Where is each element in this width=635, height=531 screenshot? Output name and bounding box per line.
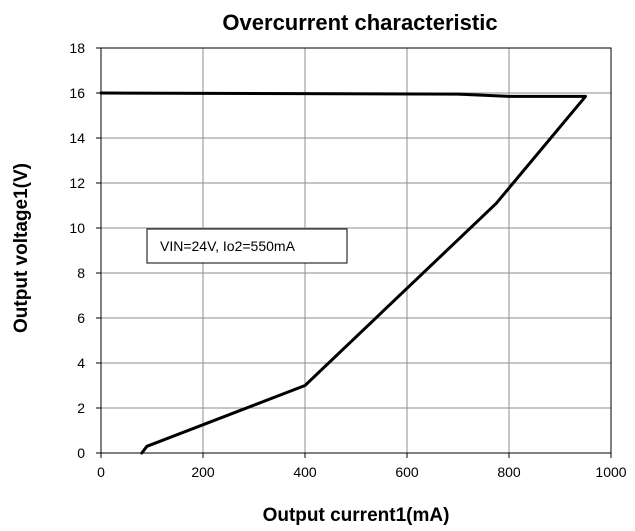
x-tick-label-800: 800: [497, 464, 521, 480]
x-tick-label-400: 400: [293, 464, 317, 480]
y-tick-label-8: 8: [77, 265, 85, 281]
annotation-frame: [146, 228, 348, 264]
y-tick-label-0: 0: [77, 445, 85, 461]
x-tick-label-1000: 1000: [595, 464, 626, 480]
y-tick-label-4: 4: [77, 355, 85, 371]
y-tick-label-16: 16: [69, 85, 85, 101]
plot-frame: [100, 47, 612, 454]
y-tick-label-6: 6: [77, 310, 85, 326]
annotation-box: VIN=24V, Io2=550mA: [146, 228, 348, 264]
chart-title: Overcurrent characteristic: [222, 10, 497, 35]
annotation-text: VIN=24V, Io2=550mA: [160, 238, 296, 254]
y-tick-label-14: 14: [69, 130, 85, 146]
x-axis-title: Output current1(mA): [263, 505, 450, 526]
y-axis-ticks: 0 2 4 6 8 10 12 14 16 18: [69, 40, 101, 461]
x-tick-label-600: 600: [395, 464, 419, 480]
series-group: [99, 91, 587, 455]
x-axis-ticks: 0 200 400 600 800 1000: [97, 453, 627, 480]
x-tick-label-200: 200: [191, 464, 215, 480]
y-tick-label-12: 12: [69, 175, 85, 191]
y-axis-title: Output voltage1(V): [11, 163, 32, 333]
series-line-0: [99, 91, 587, 455]
y-tick-label-2: 2: [77, 400, 85, 416]
y-tick-label-18: 18: [69, 40, 85, 56]
y-tick-label-10: 10: [69, 220, 85, 236]
x-tick-label-0: 0: [97, 464, 105, 480]
